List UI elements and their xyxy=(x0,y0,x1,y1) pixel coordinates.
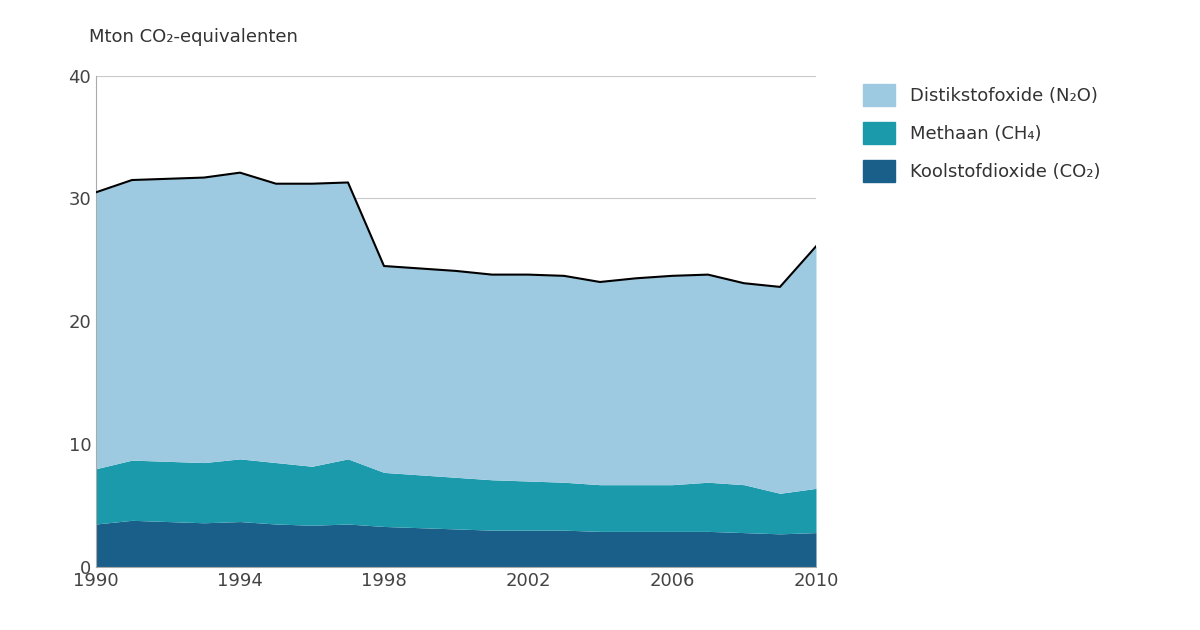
Legend: Distikstofoxide (N₂O), Methaan (CH₄), Koolstofdioxide (CO₂): Distikstofoxide (N₂O), Methaan (CH₄), Ko… xyxy=(854,75,1109,192)
Text: Mton CO₂-equivalenten: Mton CO₂-equivalenten xyxy=(89,28,298,46)
